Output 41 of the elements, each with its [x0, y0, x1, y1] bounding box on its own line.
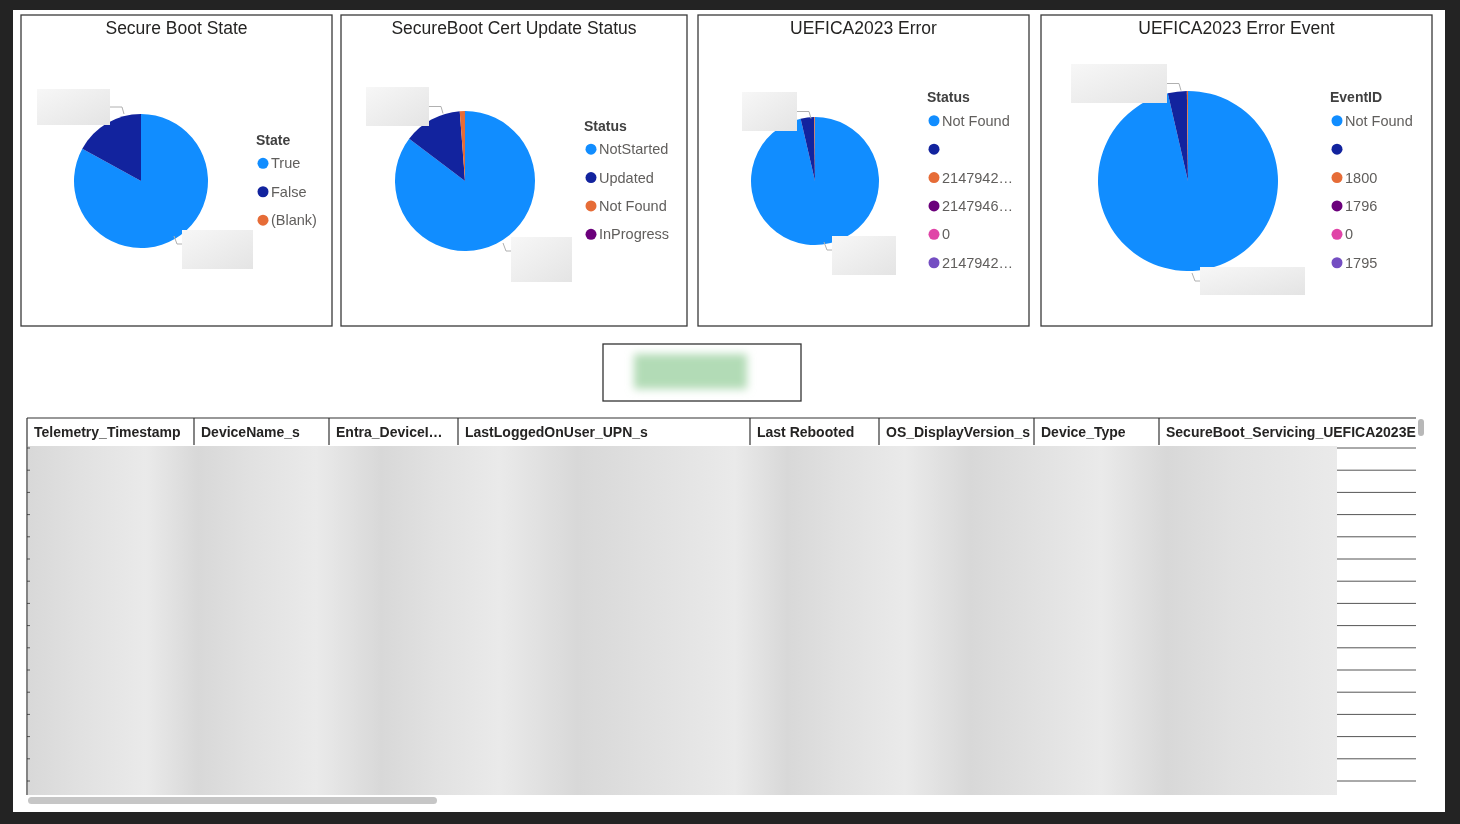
chart-title: SecureBoot Cert Update Status — [391, 18, 637, 39]
legend-label: Not Found — [942, 112, 1010, 129]
legend-label: 1795 — [1345, 254, 1378, 271]
legend-title: EventID — [1330, 89, 1383, 106]
text: OS_DisplayVersion_s — [886, 424, 1031, 441]
legend-label: 0 — [942, 226, 951, 243]
text: Entra_DeviceI… — [336, 424, 443, 441]
legend-label: False — [271, 183, 307, 200]
text: LastLoggedOnUser_UPN_s — [465, 424, 649, 441]
legend-label: True — [271, 155, 301, 172]
legend-title: Status — [584, 117, 627, 134]
legend-label: 2147946… — [942, 198, 1013, 215]
text: Device_Type — [1041, 424, 1126, 441]
legend-title: Status — [927, 89, 970, 106]
text: SecureBoot_Servicing_UEFICA2023E — [1166, 424, 1416, 441]
pie-slice — [1167, 91, 1188, 181]
legend-label: Not Found — [599, 198, 667, 215]
pie-slice — [751, 117, 879, 245]
pie-slice — [1098, 91, 1278, 271]
legend-label: 0 — [1345, 226, 1354, 243]
legend-label: 2147942… — [942, 254, 1013, 271]
text: Telemetry_Timestamp — [34, 424, 181, 441]
legend-label: (Blank) — [271, 212, 317, 229]
legend-label: 2147942… — [942, 169, 1013, 186]
pie-slice — [800, 117, 815, 181]
legend-label: Updated — [599, 169, 654, 186]
pie-slice — [409, 111, 465, 181]
legend-title: State — [256, 131, 291, 148]
legend-label: Not Found — [1345, 112, 1413, 129]
pie-slice — [74, 114, 208, 248]
chart-title: UEFICA2023 Error — [790, 18, 938, 39]
text: DeviceName_s — [201, 424, 301, 441]
pie-slice — [395, 111, 535, 251]
legend-label: 1800 — [1345, 169, 1378, 186]
text: Last Rebooted — [757, 424, 855, 441]
legend-label: 1796 — [1345, 198, 1378, 215]
chart-title: UEFICA2023 Error Event — [1138, 18, 1335, 39]
legend-label: NotStarted — [599, 141, 669, 158]
chart-title: Secure Boot State — [105, 18, 248, 39]
pie-slice — [82, 114, 141, 181]
legend-label: InProgress — [599, 226, 670, 243]
